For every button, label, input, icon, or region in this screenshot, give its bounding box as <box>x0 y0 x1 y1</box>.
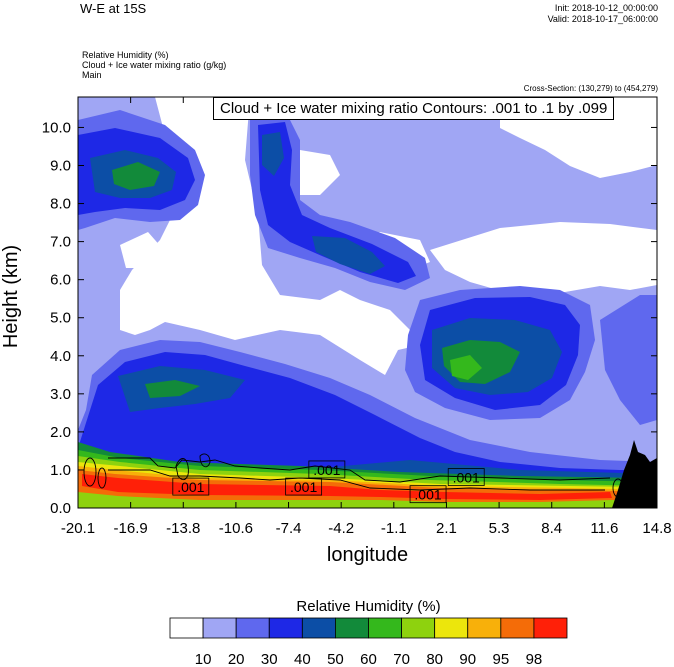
y-tick-label: 6.0 <box>50 272 71 289</box>
colorbar-swatch <box>467 617 502 639</box>
y-tick-label: 8.0 <box>50 196 71 213</box>
valid-time: Valid: 2018-10-17_06:00:00 <box>547 14 658 24</box>
contour-label-group: .001.001.001.001.001 <box>172 460 485 504</box>
plot-area: .001.001.001.001.001 <box>78 97 657 508</box>
x-tick-label: 8.4 <box>541 520 562 537</box>
rh-surface-band <box>78 492 657 508</box>
field-list: Relative Humidity (%) Cloud + Ice water … <box>82 50 226 80</box>
colorbar-swatch <box>235 617 270 639</box>
colorbar-swatch <box>368 617 402 639</box>
contour-label-box <box>447 468 485 486</box>
colorbar-level-label: 80 <box>426 651 443 667</box>
colorbar-swatch <box>335 617 369 639</box>
y-tick-label: 2.0 <box>50 424 71 441</box>
init-time: Init: 2018-10-12_00:00:00 <box>554 3 658 13</box>
contour-label: .001 <box>290 479 317 495</box>
y-tick-label: 0.0 <box>50 500 71 517</box>
y-tick-label: 5.0 <box>50 310 71 327</box>
x-tick-label: -4.2 <box>328 520 354 537</box>
colorbar-swatch <box>500 617 535 639</box>
colorbar-swatch <box>169 617 204 639</box>
colorbar-level-label: 20 <box>228 651 245 667</box>
colorbar-swatch <box>533 617 568 639</box>
cross-section-label: Cross-Section: (130,279) to (454,279) <box>523 84 658 93</box>
rh-dry-region-5 <box>120 232 162 268</box>
contour-label-box <box>172 477 210 496</box>
contour-info-box: Cloud + Ice water mixing ratio Contours:… <box>213 97 615 120</box>
colorbar-swatch <box>268 617 303 639</box>
colorbar-swatch <box>202 617 237 639</box>
colorbar-level-label: 98 <box>526 651 543 667</box>
x-tick-label: 14.8 <box>642 520 671 537</box>
terrain <box>612 440 657 508</box>
y-tick-label: 3.0 <box>50 386 71 403</box>
x-tick-label: 5.3 <box>489 520 510 537</box>
contour-label-box <box>308 460 346 479</box>
field-domain: Main <box>82 70 102 80</box>
chart-title: W-E at 15S <box>80 1 147 16</box>
colorbar-swatch <box>434 617 469 639</box>
rh-band-100 <box>82 474 612 500</box>
run-times: Init: 2018-10-12_00:00:00 Valid: 2018-10… <box>548 3 658 25</box>
colorbar-level-label: 70 <box>393 651 410 667</box>
x-tick-label: -13.8 <box>166 520 200 537</box>
y-tick-label: 10.0 <box>42 119 71 136</box>
x-tick-label: 2.1 <box>436 520 457 537</box>
x-tick-label: -16.9 <box>114 520 148 537</box>
y-axis-label: Height (km) <box>0 245 22 348</box>
colorbar-title: Relative Humidity (%) <box>296 598 440 615</box>
axis-ticks: -20.1 -16.9 -13.8 -10.6 -7.4 -4.2 -1.1 2.1 5.3 8.… <box>0 97 672 566</box>
rh-dry-region-3 <box>430 222 657 298</box>
contour-label: .001 <box>177 479 204 495</box>
x-tick-label: -10.6 <box>219 520 253 537</box>
x-tick-label: -7.4 <box>276 520 302 537</box>
contour-label: .001 <box>453 470 480 486</box>
field-rh: Relative Humidity (%) <box>82 50 169 60</box>
contour-label-box <box>409 485 447 504</box>
colorbar-level-label: 50 <box>327 651 344 667</box>
colorbar-swatch <box>401 617 436 639</box>
x-tick-label: 11.6 <box>590 520 618 537</box>
y-tick-label: 4.0 <box>50 348 71 365</box>
colorbar-swatch <box>301 617 336 639</box>
colorbar-level-label: 30 <box>261 651 278 667</box>
colorbar-level-label: 10 <box>195 651 212 667</box>
colorbar-level-label: 90 <box>459 651 476 667</box>
y-tick-label: 1.0 <box>50 462 71 479</box>
contour-label-box <box>285 477 323 496</box>
colorbar: Relative Humidity (%) 10 20 30 40 50 60 70 80 90 9… <box>169 598 568 667</box>
contour-label: .001 <box>414 487 441 503</box>
colorbar-level-label: 60 <box>360 651 377 667</box>
field-qcloud: Cloud + Ice water mixing ratio (g/kg) <box>82 60 227 70</box>
colorbar-level-label: 40 <box>294 651 311 667</box>
contour-label: .001 <box>313 462 340 478</box>
x-axis-label: longitude <box>327 544 408 566</box>
x-tick-label: -1.1 <box>381 520 407 537</box>
y-tick-label: 7.0 <box>50 234 71 251</box>
x-tick-label: -20.1 <box>61 520 95 537</box>
colorbar-level-label: 95 <box>492 651 509 667</box>
y-tick-label: 9.0 <box>50 158 71 175</box>
